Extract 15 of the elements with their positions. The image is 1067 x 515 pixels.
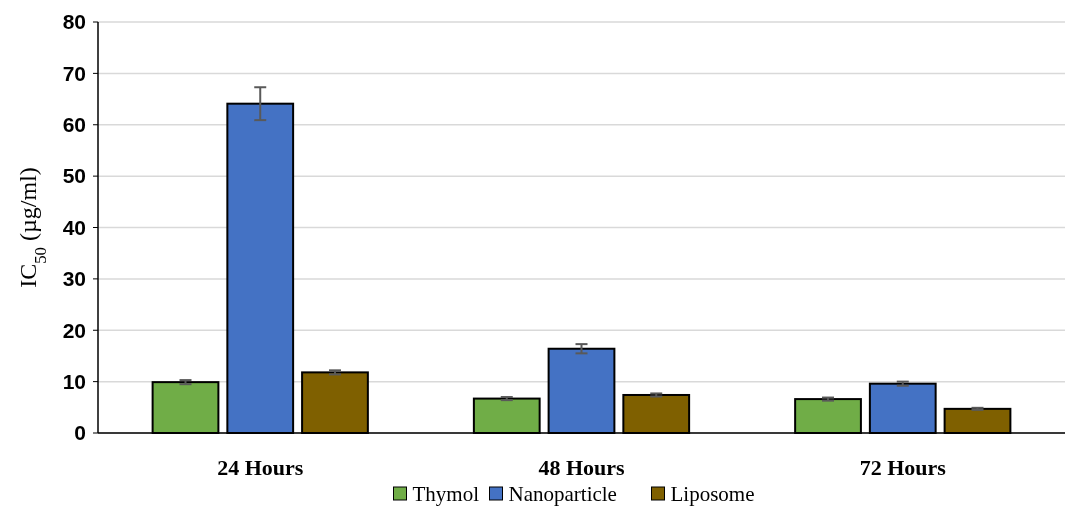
legend-label: Thymol [412,482,480,506]
y-tick-label: 0 [74,421,86,445]
y-tick-label: 20 [62,318,86,342]
y-tick-label: 10 [62,369,86,393]
y-tick-label: 50 [62,164,86,188]
y-tick-label: 80 [62,10,86,34]
y-tick-label: 60 [62,113,86,137]
y-tick-label: 40 [62,215,86,239]
y-tick-label: 70 [62,61,86,85]
x-tick-label: 24 Hours [217,455,304,480]
y-tick-label: 30 [62,267,86,291]
x-tick-label: 48 Hours [538,455,626,480]
legend-label: Nanoparticle [508,482,617,506]
x-tick-label: 72 Hours [859,455,947,480]
legend-label: Liposome [670,482,755,506]
